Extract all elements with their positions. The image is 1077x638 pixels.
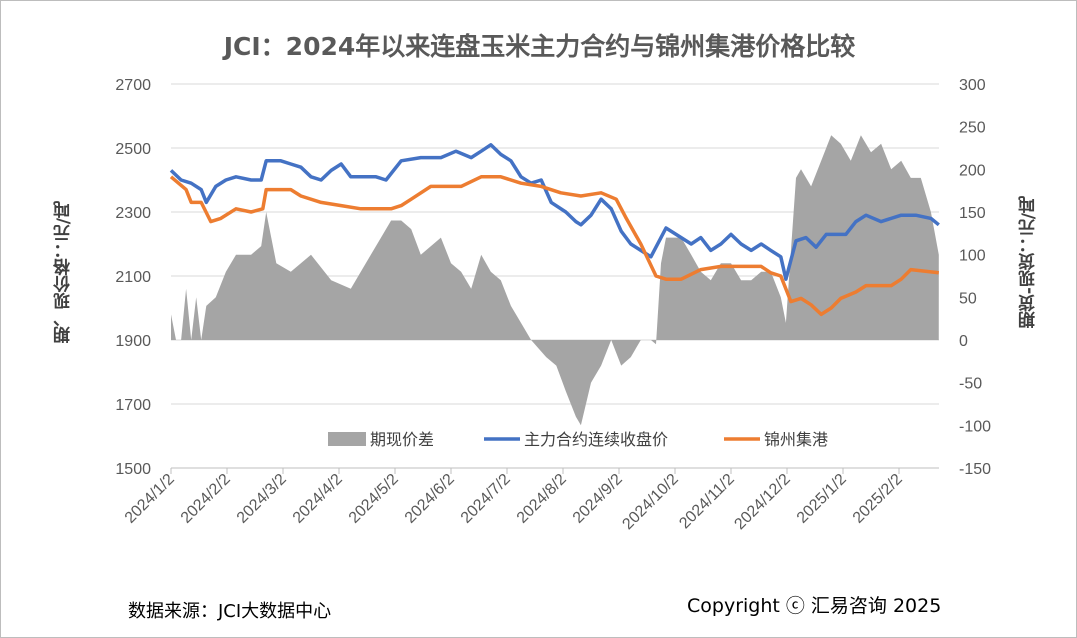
series-line-2 [169,175,939,317]
right-tick-label: 50 [959,290,977,307]
right-tick-label: 250 [959,120,986,137]
x-tick-label: 2024/2/2 [178,471,234,527]
series-area-basis [171,135,939,426]
legend-swatch [328,432,366,446]
right-tick-label: 300 [959,77,986,94]
legend-label: 期现价差 [370,430,434,449]
x-tick-label: 2024/6/2 [402,471,458,527]
left-tick-label: 1900 [115,333,151,350]
right-tick-label: -100 [959,418,991,435]
left-tick-label: 2100 [115,269,151,286]
left-tick-label: 2700 [115,77,151,94]
left-tick-label: 1700 [115,397,151,414]
x-tick-label: 2024/3/2 [234,471,290,527]
series-line-1 [169,143,940,281]
right-tick-label: 0 [959,333,968,350]
right-tick-label: 150 [959,205,986,222]
x-tick-label: 2025/1/2 [794,471,850,527]
legend-label: 主力合约连续收盘价 [524,430,668,449]
x-tick-label: 2024/9/2 [570,471,626,527]
source-note: 数据来源：JCI大数据中心 [128,601,332,622]
x-tick-label: 2024/11/2 [676,471,738,533]
right-tick-label: 200 [959,162,986,179]
right-tick-label: -150 [959,461,991,478]
x-tick-label: 2024/4/2 [290,471,346,527]
chart-title: JCI：2024年以来连盘玉米主力合约与锦州集港价格比较 [223,32,856,61]
right-tick-label: 100 [959,248,986,265]
x-tick-label: 2024/10/2 [619,471,681,533]
left-tick-label: 1500 [115,461,151,478]
x-tick-label: 2024/1/2 [122,471,178,527]
x-tick-label: 2024/12/2 [731,471,793,533]
copyright-note: Copyright ⓒ 汇易咨询 2025 [687,595,942,617]
right-tick-label: -50 [959,376,982,393]
legend-label: 锦州集港 [764,430,828,449]
x-tick-label: 2024/8/2 [514,471,570,527]
x-tick-label: 2025/2/2 [850,471,906,527]
x-tick-label: 2024/7/2 [458,471,514,527]
x-tick-label: 2024/5/2 [346,471,402,527]
left-tick-label: 2500 [115,141,151,158]
left-tick-label: 2300 [115,205,151,222]
